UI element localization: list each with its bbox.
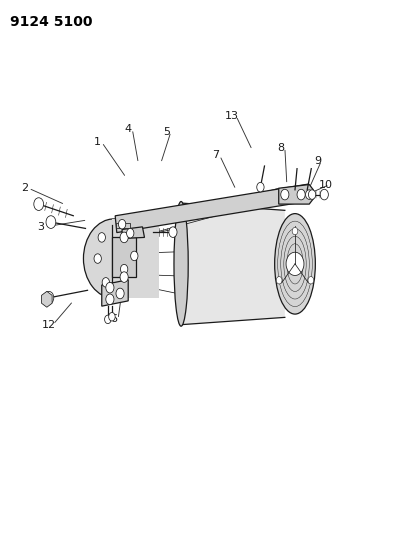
Text: 3: 3 bbox=[37, 222, 44, 232]
Text: 2: 2 bbox=[21, 183, 28, 193]
FancyBboxPatch shape bbox=[112, 219, 159, 298]
Circle shape bbox=[106, 294, 114, 304]
Circle shape bbox=[257, 182, 264, 192]
Text: 9124 5100: 9124 5100 bbox=[10, 15, 93, 29]
Circle shape bbox=[308, 190, 316, 199]
Text: 9: 9 bbox=[314, 156, 321, 166]
Ellipse shape bbox=[174, 201, 188, 326]
Text: 5: 5 bbox=[163, 127, 170, 136]
Circle shape bbox=[120, 232, 128, 243]
Circle shape bbox=[286, 252, 304, 276]
Circle shape bbox=[34, 198, 44, 211]
Circle shape bbox=[169, 227, 177, 237]
Circle shape bbox=[98, 233, 105, 242]
Circle shape bbox=[276, 277, 282, 284]
Circle shape bbox=[83, 219, 145, 298]
Polygon shape bbox=[115, 184, 310, 232]
Text: 4: 4 bbox=[125, 124, 132, 134]
Polygon shape bbox=[42, 292, 52, 307]
Circle shape bbox=[120, 264, 128, 274]
Text: 8: 8 bbox=[277, 142, 284, 152]
Text: 12: 12 bbox=[42, 320, 56, 330]
Circle shape bbox=[105, 315, 111, 324]
Text: 13: 13 bbox=[225, 111, 239, 121]
Circle shape bbox=[44, 292, 54, 304]
Polygon shape bbox=[279, 184, 313, 204]
Polygon shape bbox=[122, 227, 145, 238]
Circle shape bbox=[281, 189, 289, 200]
Circle shape bbox=[118, 220, 126, 229]
Polygon shape bbox=[116, 223, 130, 228]
Circle shape bbox=[131, 251, 138, 261]
Circle shape bbox=[306, 190, 313, 199]
Circle shape bbox=[127, 229, 134, 238]
Text: 6: 6 bbox=[111, 314, 118, 325]
Ellipse shape bbox=[275, 214, 315, 314]
Circle shape bbox=[46, 216, 56, 229]
Circle shape bbox=[308, 277, 314, 284]
Circle shape bbox=[109, 312, 115, 321]
Circle shape bbox=[106, 282, 114, 293]
Text: 11: 11 bbox=[298, 270, 312, 279]
Circle shape bbox=[102, 278, 109, 287]
Polygon shape bbox=[112, 237, 136, 277]
Circle shape bbox=[292, 228, 298, 235]
Text: 1: 1 bbox=[94, 137, 101, 147]
Polygon shape bbox=[181, 203, 285, 325]
Circle shape bbox=[94, 254, 102, 263]
Circle shape bbox=[320, 189, 328, 200]
Polygon shape bbox=[102, 280, 128, 306]
Circle shape bbox=[297, 189, 305, 200]
Circle shape bbox=[120, 272, 128, 282]
Text: 10: 10 bbox=[319, 180, 332, 190]
Text: 7: 7 bbox=[212, 150, 219, 160]
Circle shape bbox=[116, 288, 124, 299]
